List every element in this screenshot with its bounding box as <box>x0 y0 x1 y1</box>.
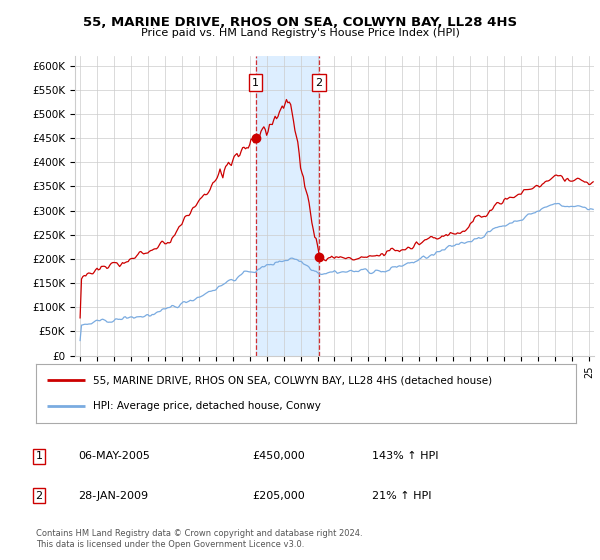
Text: 55, MARINE DRIVE, RHOS ON SEA, COLWYN BAY, LL28 4HS (detached house): 55, MARINE DRIVE, RHOS ON SEA, COLWYN BA… <box>92 375 492 385</box>
Text: 1: 1 <box>35 451 43 461</box>
Text: 2: 2 <box>35 491 43 501</box>
Text: 21% ↑ HPI: 21% ↑ HPI <box>372 491 431 501</box>
Text: 06-MAY-2005: 06-MAY-2005 <box>78 451 150 461</box>
Bar <box>256 56 319 356</box>
Text: 2: 2 <box>316 78 322 87</box>
Text: Contains HM Land Registry data © Crown copyright and database right 2024.
This d: Contains HM Land Registry data © Crown c… <box>36 529 362 549</box>
Text: 28-JAN-2009: 28-JAN-2009 <box>78 491 148 501</box>
Text: 1: 1 <box>252 78 259 87</box>
Text: Price paid vs. HM Land Registry's House Price Index (HPI): Price paid vs. HM Land Registry's House … <box>140 28 460 38</box>
Text: HPI: Average price, detached house, Conwy: HPI: Average price, detached house, Conw… <box>92 402 320 412</box>
Text: 143% ↑ HPI: 143% ↑ HPI <box>372 451 439 461</box>
Text: £450,000: £450,000 <box>252 451 305 461</box>
Text: 55, MARINE DRIVE, RHOS ON SEA, COLWYN BAY, LL28 4HS: 55, MARINE DRIVE, RHOS ON SEA, COLWYN BA… <box>83 16 517 29</box>
Text: £205,000: £205,000 <box>252 491 305 501</box>
